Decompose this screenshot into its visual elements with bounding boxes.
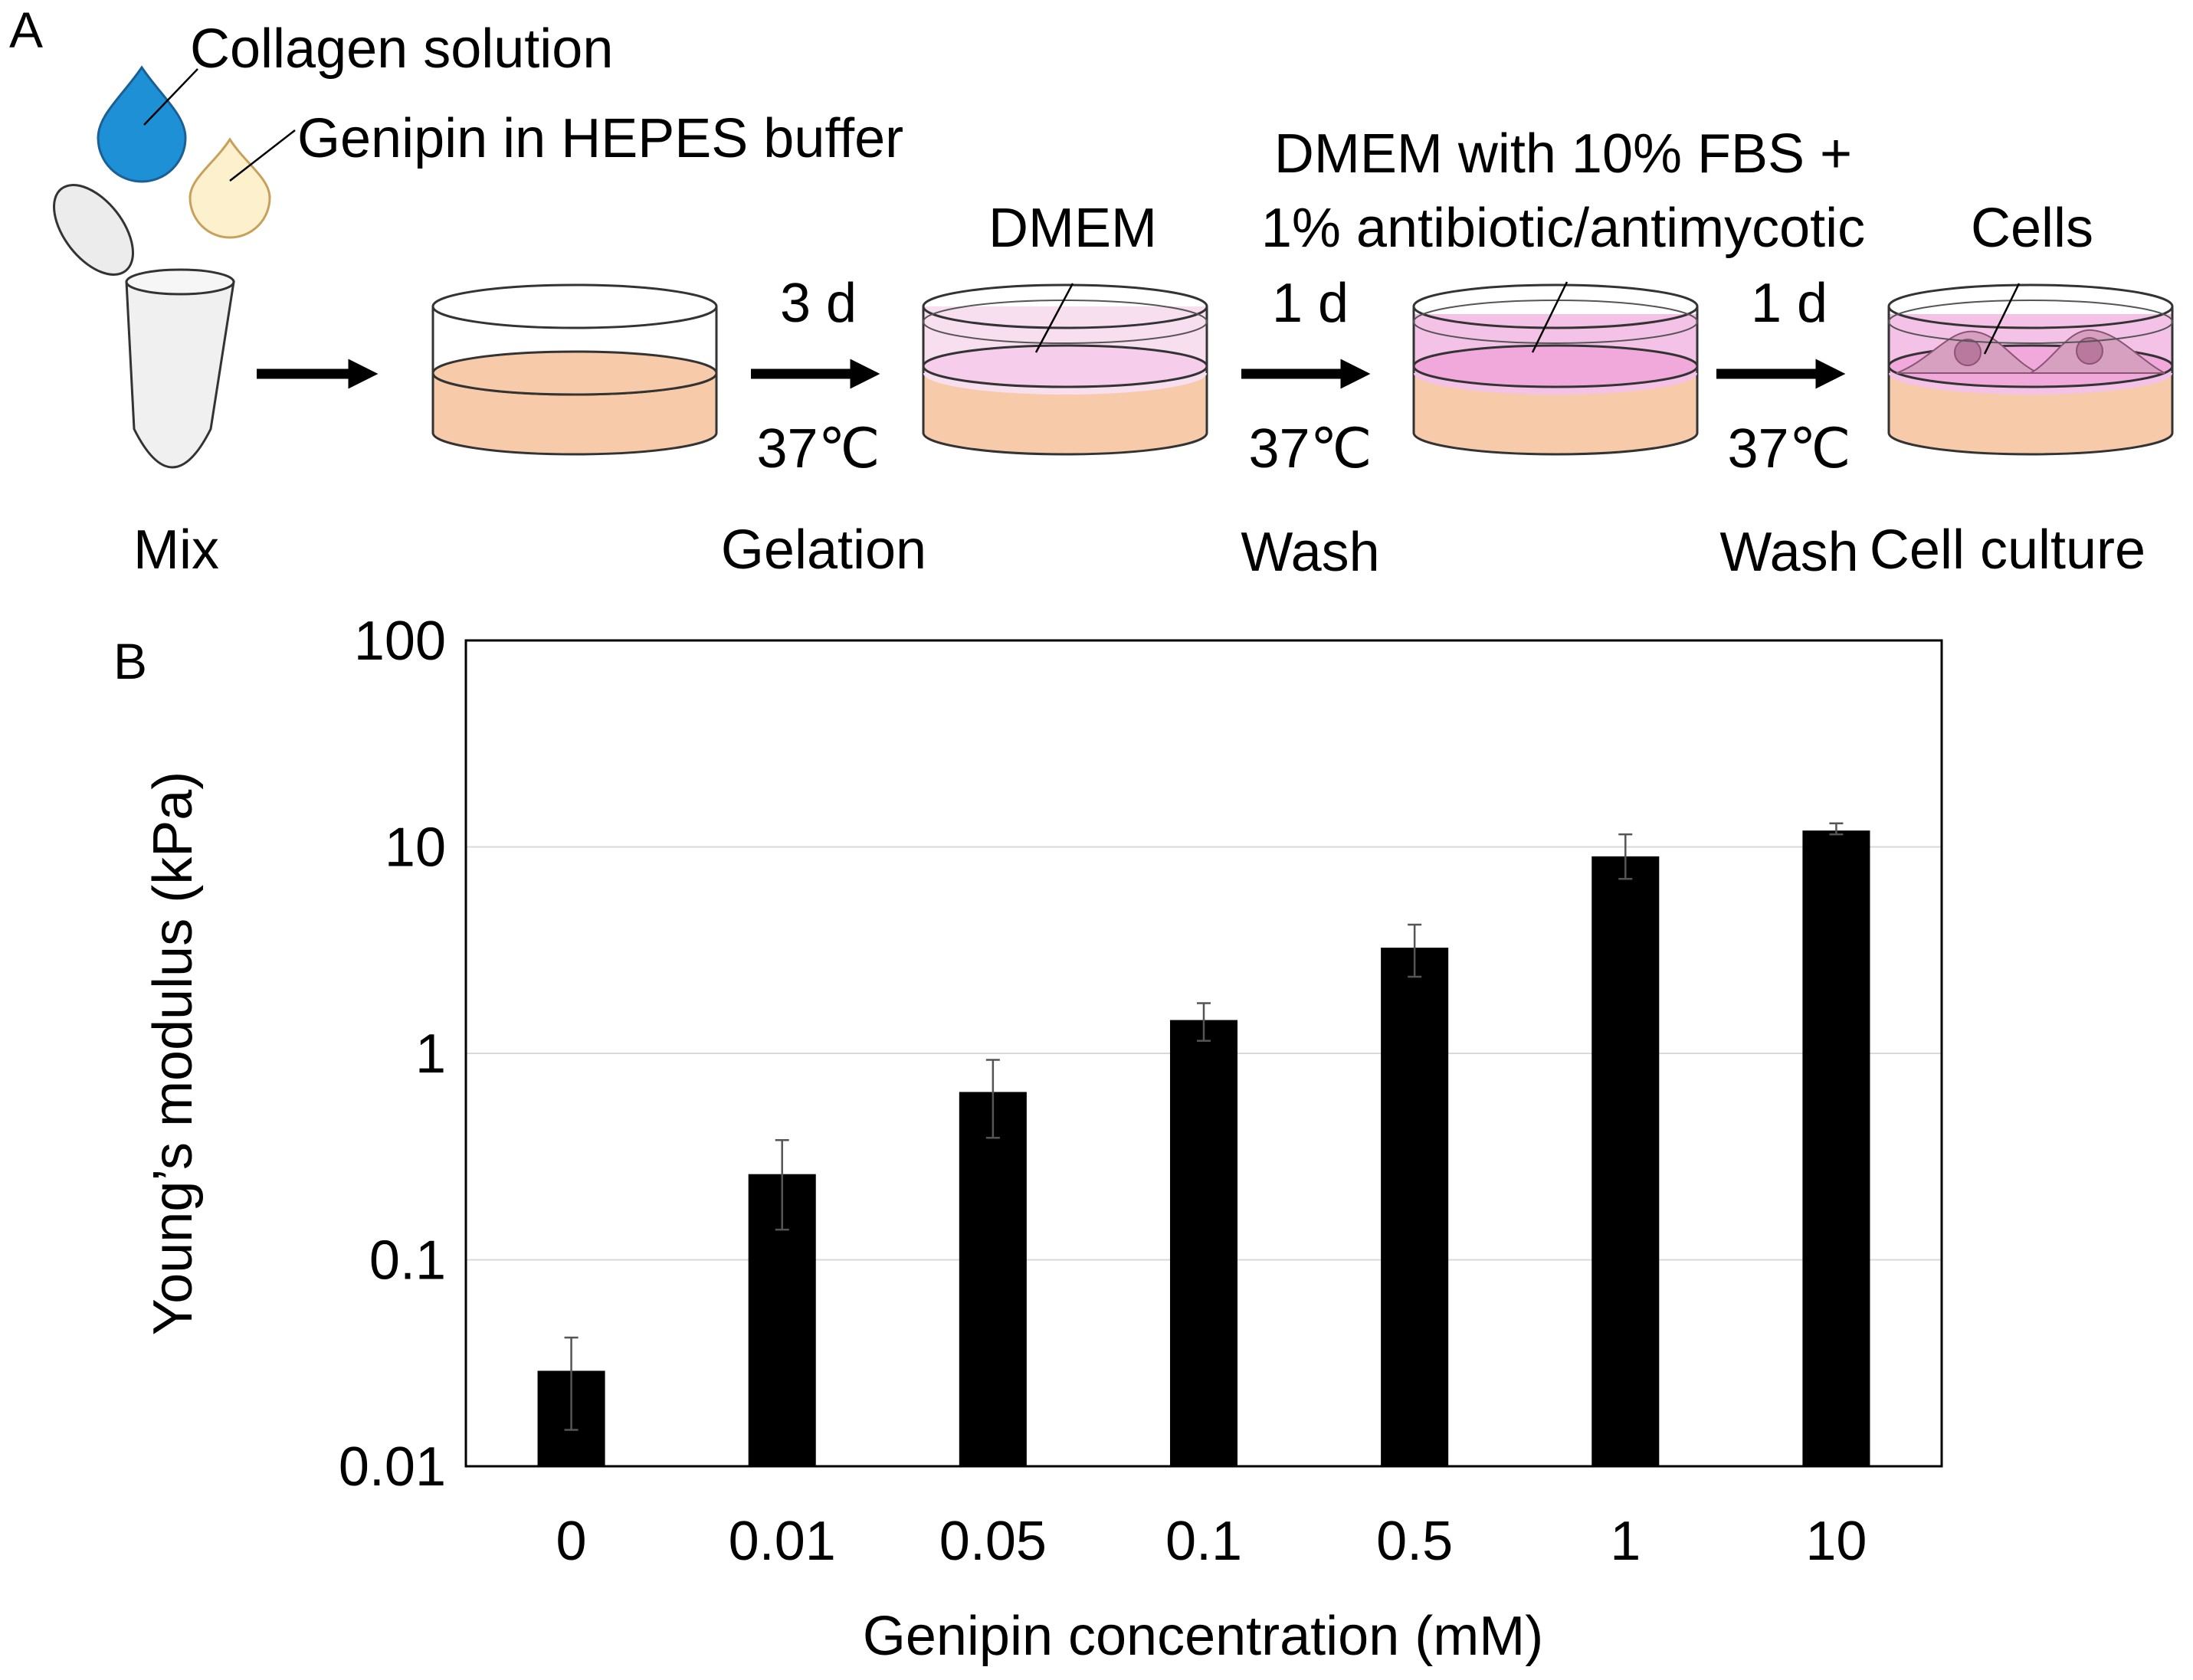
stage-label-cell-culture: Cell culture <box>1870 519 2145 581</box>
chart-error-bars <box>564 822 1844 1431</box>
bar <box>1591 856 1660 1466</box>
step-2-duration: 1 d <box>1272 273 1349 334</box>
dish-cells-icon <box>1887 283 2174 456</box>
panel-b-label: B <box>113 633 147 689</box>
stage-label-gelation: Gelation <box>721 519 926 581</box>
error-bar <box>1408 923 1422 978</box>
genipin-leader-line <box>229 129 296 182</box>
error-bar <box>985 1059 1000 1139</box>
dish-dmem-fbs-icon <box>1412 283 1699 456</box>
y-tick-label: 100 <box>354 611 446 672</box>
dish-gelation-icon <box>431 283 718 456</box>
stage-label-wash-2: Wash <box>1719 522 1858 583</box>
step-2-temperature: 37℃ <box>1249 418 1372 480</box>
y-tick-labels: 0.01 0.1 1 10 100 <box>339 611 446 1498</box>
error-bar <box>1618 833 1633 880</box>
stage-label-mix: Mix <box>133 519 219 581</box>
error-bar <box>564 1336 579 1431</box>
panel-a: A Collagen solution Genipin in HEPES buf… <box>9 2 2174 583</box>
x-tick-label: 1 <box>1610 1511 1641 1572</box>
x-tick-label: 10 <box>1805 1511 1867 1572</box>
y-tick-label: 10 <box>385 817 446 879</box>
step-3-temperature: 37℃ <box>1728 418 1851 480</box>
x-tick-label: 0.1 <box>1165 1511 1242 1572</box>
x-tick-label: 0 <box>556 1511 587 1572</box>
stage-label-wash-1: Wash <box>1241 522 1379 583</box>
bar <box>1802 830 1870 1466</box>
collagen-leader-line <box>143 68 198 126</box>
dmem-fbs-label-line-1: DMEM with 10% FBS + <box>1274 123 1852 185</box>
collagen-label: Collagen solution <box>190 18 613 80</box>
error-bar <box>1197 1002 1211 1042</box>
genipin-label: Genipin in HEPES buffer <box>297 108 903 169</box>
error-bar <box>1829 822 1844 836</box>
y-tick-label: 0.01 <box>339 1436 446 1498</box>
cells-label: Cells <box>1971 198 2093 259</box>
plot-frame <box>464 639 1943 1468</box>
panel-b: B 0.01 0.1 1 10 100 0 0.01 0.05 0.1 0.5 1 10 Young… <box>113 611 1943 1667</box>
y-axis-label: Young’s modulus (kPa) <box>143 771 204 1335</box>
chart-bars <box>537 830 1870 1466</box>
dmem-leader-line <box>1034 283 1074 353</box>
bar <box>959 1092 1027 1466</box>
genipin-drop-icon <box>188 137 271 239</box>
step-1-duration: 3 d <box>780 273 857 334</box>
x-tick-label: 0.05 <box>939 1511 1047 1572</box>
dmem-fbs-leader-line <box>1531 281 1569 353</box>
bar <box>1169 1020 1238 1466</box>
dmem-label: DMEM <box>988 198 1157 259</box>
dmem-fbs-label-line-2: 1% antibiotic/antimycotic <box>1261 198 1865 259</box>
y-tick-label: 0.1 <box>369 1230 446 1292</box>
x-tick-label: 0.5 <box>1376 1511 1453 1572</box>
cells-leader-line <box>1983 283 2021 355</box>
dish-dmem-icon <box>922 283 1208 456</box>
collagen-drop-icon <box>97 65 187 183</box>
x-tick-label: 0.01 <box>729 1511 836 1572</box>
mix-tube-icon <box>53 184 235 469</box>
step-3-duration: 1 d <box>1751 273 1828 334</box>
error-bar <box>775 1138 789 1231</box>
bar <box>1381 948 1449 1466</box>
x-axis-label: Genipin concentration (mM) <box>863 1606 1543 1667</box>
nucleus-icon <box>2076 337 2103 365</box>
nucleus-icon <box>1954 339 1982 366</box>
panel-a-label: A <box>9 2 43 58</box>
x-tick-labels: 0 0.01 0.05 0.1 0.5 1 10 <box>556 1511 1867 1572</box>
y-tick-label: 1 <box>415 1023 446 1085</box>
step-1-temperature: 37℃ <box>757 418 880 480</box>
